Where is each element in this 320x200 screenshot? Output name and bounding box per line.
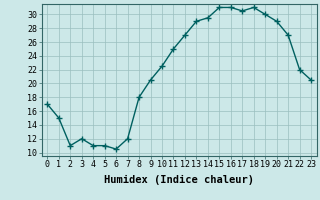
X-axis label: Humidex (Indice chaleur): Humidex (Indice chaleur) xyxy=(104,175,254,185)
